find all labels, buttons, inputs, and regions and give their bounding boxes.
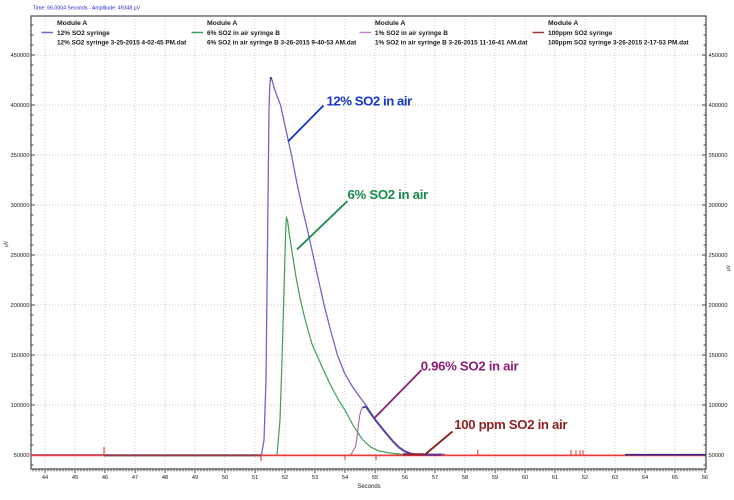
svg-text:57: 57 bbox=[432, 475, 438, 481]
svg-text:200000: 200000 bbox=[709, 303, 728, 309]
svg-text:50: 50 bbox=[222, 475, 228, 481]
svg-text:Seconds: Seconds bbox=[357, 484, 380, 490]
svg-text:Module A: Module A bbox=[548, 20, 578, 27]
svg-text:Module A: Module A bbox=[375, 20, 405, 27]
svg-text:44: 44 bbox=[42, 475, 48, 481]
svg-text:100 ppm SO2 in air: 100 ppm SO2 in air bbox=[454, 417, 567, 432]
svg-text:53: 53 bbox=[312, 475, 318, 481]
svg-text:60: 60 bbox=[522, 475, 528, 481]
svg-text:61: 61 bbox=[552, 475, 558, 481]
svg-text:12% SO2 syringe 3-25-2015 4-02: 12% SO2 syringe 3-25-2015 4-02-45 PM.dat bbox=[57, 40, 187, 47]
svg-text:62: 62 bbox=[582, 475, 588, 481]
svg-text:6% SO2 in air: 6% SO2 in air bbox=[348, 187, 429, 202]
svg-text:56: 56 bbox=[402, 475, 408, 481]
svg-text:100000: 100000 bbox=[709, 403, 728, 409]
svg-text:12% SO2 syringe: 12% SO2 syringe bbox=[57, 30, 110, 37]
svg-text:200000: 200000 bbox=[11, 303, 30, 309]
svg-text:0.96% SO2 in air: 0.96% SO2 in air bbox=[421, 359, 519, 374]
svg-text:Module A: Module A bbox=[57, 20, 87, 27]
svg-text:150000: 150000 bbox=[11, 353, 30, 359]
svg-text:300000: 300000 bbox=[11, 203, 30, 209]
svg-text:54: 54 bbox=[342, 475, 348, 481]
svg-text:58: 58 bbox=[462, 475, 468, 481]
svg-text:400000: 400000 bbox=[11, 103, 30, 109]
svg-text:50000: 50000 bbox=[14, 453, 30, 459]
svg-text:250000: 250000 bbox=[709, 253, 728, 259]
svg-text:48: 48 bbox=[162, 475, 168, 481]
svg-text:400000: 400000 bbox=[709, 103, 728, 109]
svg-text:65: 65 bbox=[672, 475, 678, 481]
svg-text:150000: 150000 bbox=[709, 353, 728, 359]
svg-text:6% SO2 in air syringe B 3-26-2: 6% SO2 in air syringe B 3-26-2015 9-40-5… bbox=[207, 40, 357, 47]
svg-text:µV: µV bbox=[726, 264, 732, 271]
svg-text:Time: 66.0004 Seconds - Ampli: Time: 66.0004 Seconds - Amplitude: 49348… bbox=[33, 6, 141, 12]
svg-text:6% SO2 in air syringe B: 6% SO2 in air syringe B bbox=[207, 30, 280, 37]
svg-text:45: 45 bbox=[72, 475, 78, 481]
svg-text:46: 46 bbox=[102, 475, 108, 481]
svg-text:350000: 350000 bbox=[709, 153, 728, 159]
svg-text:50000: 50000 bbox=[709, 453, 725, 459]
svg-text:450000: 450000 bbox=[11, 53, 30, 59]
svg-text:63: 63 bbox=[612, 475, 618, 481]
svg-text:Module A: Module A bbox=[207, 20, 237, 27]
svg-text:66: 66 bbox=[702, 475, 708, 481]
svg-text:52: 52 bbox=[282, 475, 288, 481]
svg-text:100ppm SO2 syringe: 100ppm SO2 syringe bbox=[548, 30, 613, 37]
svg-text:100000: 100000 bbox=[11, 403, 30, 409]
svg-text:1% SO2 in air syringe B: 1% SO2 in air syringe B bbox=[375, 30, 448, 37]
svg-text:300000: 300000 bbox=[709, 203, 728, 209]
svg-text:47: 47 bbox=[132, 475, 138, 481]
svg-text:µV: µV bbox=[4, 240, 10, 247]
svg-text:64: 64 bbox=[642, 475, 648, 481]
svg-text:12% SO2 in air: 12% SO2 in air bbox=[327, 94, 413, 109]
svg-text:100ppm SO2 syringe 3-26-2015: 100ppm SO2 syringe 3-26-2015 2-17-53 PM.… bbox=[548, 40, 690, 47]
svg-text:350000: 350000 bbox=[11, 153, 30, 159]
svg-text:55: 55 bbox=[372, 475, 378, 481]
svg-text:1% SO2 in air syringe B 3-26-2: 1% SO2 in air syringe B 3-26-2015 11-16-… bbox=[375, 40, 528, 47]
svg-text:59: 59 bbox=[492, 475, 498, 481]
svg-text:49: 49 bbox=[192, 475, 198, 481]
svg-text:51: 51 bbox=[252, 475, 258, 481]
svg-text:250000: 250000 bbox=[11, 253, 30, 259]
svg-text:450000: 450000 bbox=[709, 53, 728, 59]
